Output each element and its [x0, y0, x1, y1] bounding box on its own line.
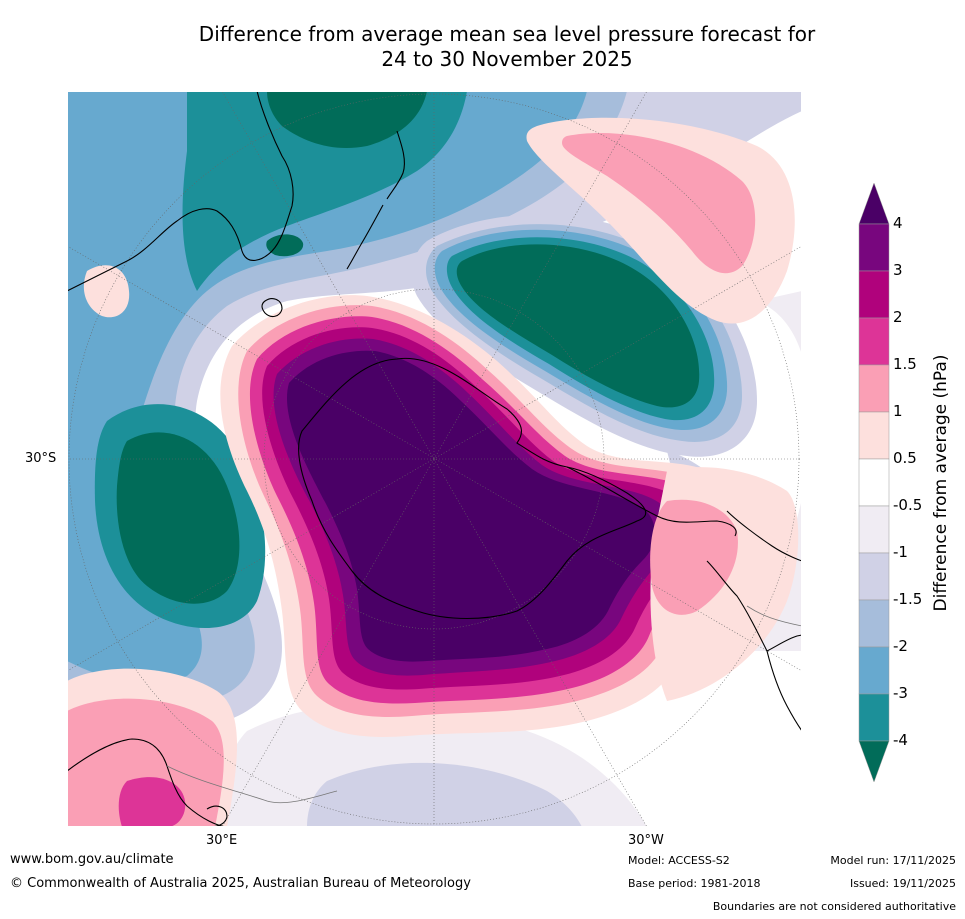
colorbar-band-m3-m2 — [858, 646, 890, 695]
coast-new-zealand-north — [386, 130, 406, 200]
pressure-anomaly-map — [67, 91, 802, 827]
colorbar-tick-minus-3: -3 — [893, 684, 908, 702]
contour-negative-band-4 — [182, 91, 467, 291]
contour-mild-negative-south — [307, 762, 582, 827]
colorbar-tick-minus-1-5: -1.5 — [893, 590, 923, 608]
pressure-low-tasman-small — [266, 234, 304, 257]
coast-new-zealand-south — [346, 204, 384, 270]
colorbar-label: Difference from average (hPa) — [931, 354, 951, 612]
border-south-america — [746, 605, 802, 627]
colorbar-tick-minus-4: -4 — [893, 731, 908, 749]
coastlines — [67, 91, 802, 827]
contour-positive-south-america-15 — [650, 499, 738, 615]
chart-title-line-1: Difference from average mean sea level p… — [198, 22, 816, 46]
coast-africa — [67, 738, 228, 827]
website-link[interactable]: www.bom.gov.au/climate — [10, 852, 174, 867]
border-africa — [166, 765, 338, 804]
meridian-60-line-a — [67, 245, 802, 672]
meridian-30e-line-opposite — [433, 458, 648, 827]
coast-antarctica — [298, 357, 647, 619]
colorbar-band-15-2 — [858, 317, 890, 366]
copyright-text: © Commonwealth of Australia 2025, Austra… — [10, 876, 471, 891]
map-border — [67, 91, 802, 827]
colorbar-band-m2-m15 — [858, 599, 890, 648]
colorbar-tick-1-5: 1.5 — [893, 355, 917, 373]
map-svg — [67, 91, 802, 827]
colorbar-band-m4-m3 — [858, 693, 890, 742]
colorbar-triangle-top — [858, 182, 890, 225]
country-borders — [166, 605, 802, 804]
pressure-low-tasman — [267, 91, 427, 149]
colorbar — [858, 182, 890, 783]
model-run-text: Model run: 17/11/2025 — [830, 854, 956, 867]
colorbar-tick-0-5: 0.5 — [893, 449, 917, 467]
pressure-low-south-indian — [116, 432, 240, 604]
colorbar-tick-2: 2 — [893, 308, 903, 326]
colorbar-tick-1: 1 — [893, 402, 903, 420]
colorbar-tick-4: 4 — [893, 214, 903, 232]
colorbar-band-2-3 — [858, 270, 890, 319]
meridian-60-line-b — [67, 245, 802, 672]
longitude-label-30w: 30°W — [628, 833, 664, 848]
pressure-high-mid-pacific — [562, 133, 756, 274]
colorbar-tick-3: 3 — [893, 261, 903, 279]
contour-weak-negative-pacific — [717, 291, 802, 651]
colorbar-tick-minus-1: -1 — [893, 543, 908, 561]
colorbar-tick-minus-0-5: -0.5 — [893, 496, 923, 514]
pressure-low-south-pacific — [456, 244, 700, 408]
coast-australia — [67, 91, 294, 292]
disclaimer-text: Boundaries are not considered authoritat… — [712, 900, 956, 913]
graticule — [67, 91, 802, 827]
pressure-high-south-atlantic — [118, 777, 186, 827]
chart-title-line-2: 24 to 30 November 2025 — [381, 47, 633, 71]
longitude-label-30e: 30°E — [206, 833, 238, 848]
colorbar-band-05-1 — [858, 411, 890, 460]
colorbar-band-m1-m05 — [858, 505, 890, 554]
issued-text: Issued: 19/11/2025 — [849, 877, 956, 890]
chart-title: Difference from average mean sea level p… — [0, 22, 965, 72]
colorbar-triangle-bottom — [858, 740, 890, 783]
pressure-high-antarctica — [287, 350, 656, 662]
colorbar-band-1-15 — [858, 364, 890, 413]
base-period-text: Base period: 1981-2018 — [628, 877, 761, 890]
contour-positive-west-australia — [83, 265, 130, 318]
colorbar-tick-minus-2: -2 — [893, 637, 908, 655]
colorbar-band-neutral — [858, 458, 890, 507]
model-text: Model: ACCESS-S2 — [628, 854, 730, 867]
contour-positive-south-atlantic-1 — [67, 698, 224, 827]
latitude-label-30s: 30°S — [25, 451, 57, 466]
coast-antarctic-peninsula — [566, 466, 737, 537]
meridian-30w-line-opposite — [433, 91, 648, 460]
colorbar-band-3-4 — [858, 223, 890, 272]
colorbar-band-m15-m1 — [858, 552, 890, 601]
coast-tasmania — [261, 298, 283, 318]
